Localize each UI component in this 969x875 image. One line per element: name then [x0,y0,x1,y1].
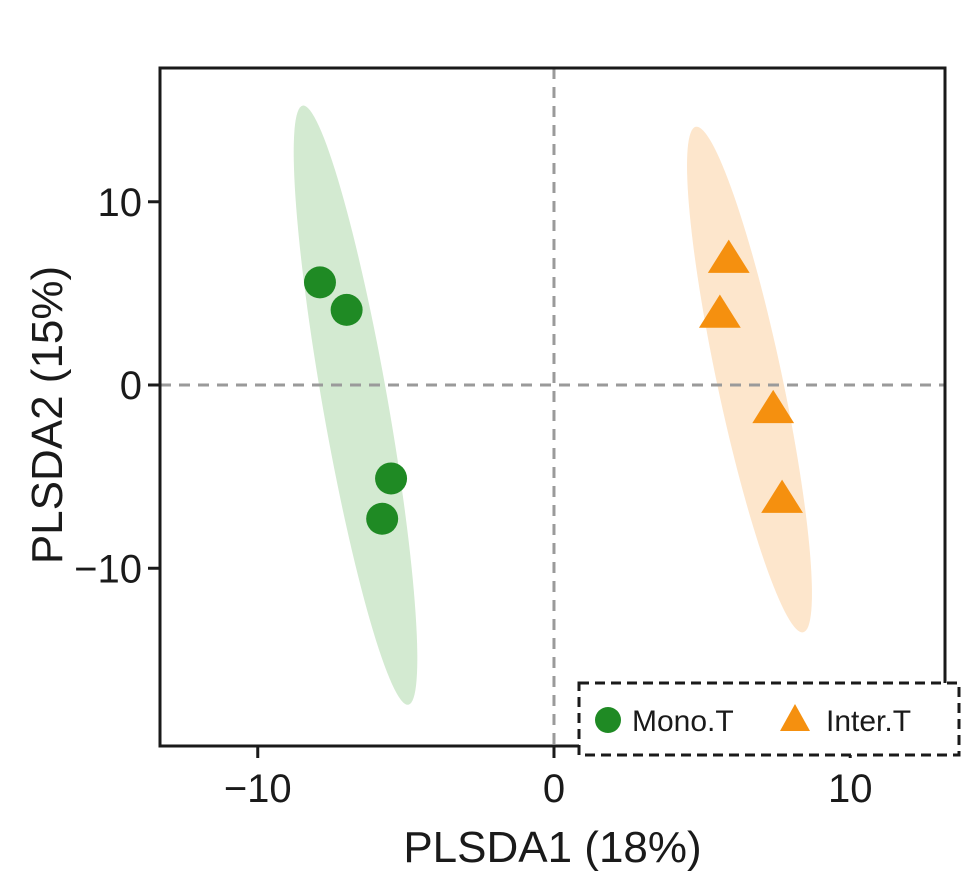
inter-point-2 [698,294,741,328]
legend: Mono.T Inter.T [577,681,961,757]
legend-inter-label: Inter.T [826,705,911,738]
legend-inter-marker [780,704,810,731]
data-points [303,239,803,535]
y-tick-label: −10 [74,547,142,591]
y-axis-title: PLSDA2 (15%) [23,266,72,564]
inter-point-4 [761,479,803,513]
mono-point-3 [375,462,408,495]
inter-point-3 [752,389,795,424]
mono-point-4 [366,502,399,535]
mono-point-2 [330,293,363,326]
inter-ellipse [687,126,812,633]
axis-ticks: −10 0 10 −10 0 10 [74,181,872,811]
legend-box [577,681,961,757]
x-tick-label: 10 [828,767,873,811]
y-tick-label: 10 [98,181,143,225]
mono-ellipse [293,105,418,705]
legend-mono-label: Mono.T [632,705,734,738]
x-tick-label: −10 [224,767,292,811]
y-tick-label: 0 [120,364,142,408]
inter-point-1 [707,239,750,273]
legend-mono-marker [595,707,621,733]
x-tick-label: 0 [543,767,565,811]
x-axis-title: PLSDA1 (18%) [403,823,701,872]
mono-point-1 [303,266,336,299]
reference-lines [160,68,945,746]
